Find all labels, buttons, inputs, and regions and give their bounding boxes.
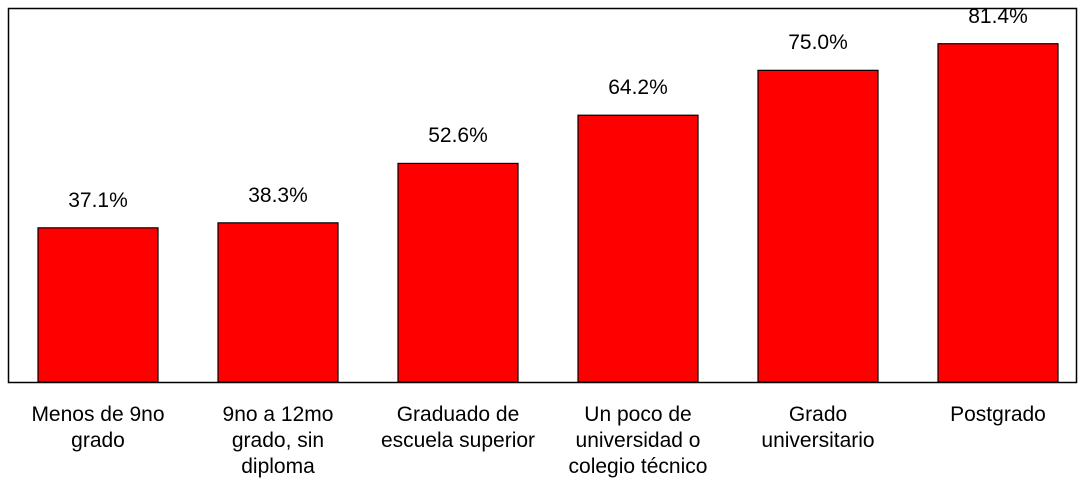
value-label: 75.0% (788, 31, 848, 55)
x-tick-label: Un poco de universidad o colegio técnico (568, 403, 708, 478)
x-tick-label: Graduado de escuela superior (380, 403, 536, 452)
value-label: 81.4% (968, 4, 1028, 28)
bar (577, 114, 699, 383)
value-label: 38.3% (248, 183, 308, 207)
bar (937, 43, 1059, 383)
x-tick-label: Postgrado (950, 403, 1046, 426)
value-label: 64.2% (608, 76, 668, 100)
x-tick-label: Grado universitario (761, 403, 875, 452)
bar (397, 162, 519, 383)
x-tick-label: Menos de 9no grado (31, 403, 165, 452)
bar (37, 227, 159, 383)
plot-frame (7, 7, 1078, 384)
value-label: 52.6% (428, 124, 488, 148)
bar (757, 69, 879, 383)
value-label: 37.1% (68, 188, 128, 212)
bar (217, 222, 339, 383)
x-tick-label: 9no a 12mo grado, sin diploma (222, 403, 334, 478)
